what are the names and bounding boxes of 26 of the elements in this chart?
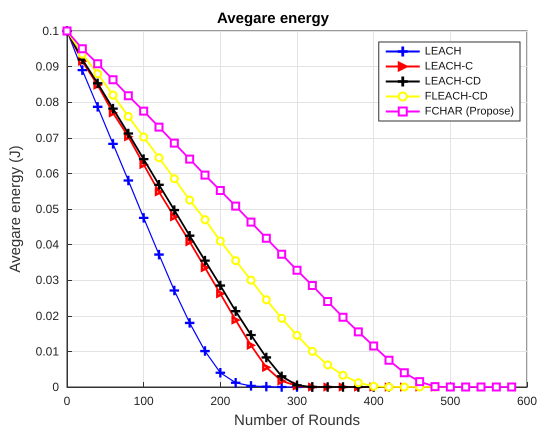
y-tick-label: 0.04 — [36, 238, 60, 252]
y-axis-title: Avegare energy (J) — [7, 145, 24, 273]
x-tick-label: 400 — [364, 394, 384, 408]
y-tick-label: 0.1 — [42, 24, 60, 38]
legend-label: FCHAR (Propose) — [424, 106, 514, 118]
legend-label: LEACH — [424, 46, 462, 58]
y-tick-label: 0.09 — [36, 60, 60, 74]
y-tick-label: 0.03 — [36, 273, 60, 288]
y-tick-label: 0.07 — [36, 130, 60, 145]
x-tick-label: 200 — [210, 394, 231, 408]
y-tick-label: 0 — [52, 380, 60, 394]
x-axis-title: Number of Rounds — [234, 412, 360, 429]
x-tick-label: 500 — [440, 394, 461, 408]
legend-label: LEACH-C — [424, 60, 474, 72]
y-tick-label: 0.05 — [36, 202, 60, 216]
x-tick-label: 300 — [286, 394, 308, 408]
y-tick-label: 0.08 — [36, 95, 60, 110]
y-tick-label: 0.06 — [36, 166, 60, 180]
x-tick-label: 0 — [64, 394, 71, 408]
x-tick-label: 600 — [516, 394, 538, 408]
legend-label: FLEACH-CD — [424, 90, 488, 102]
x-tick-label: 100 — [134, 394, 154, 408]
y-tick-label: 0.01 — [36, 344, 60, 358]
legend-label: LEACH-CD — [424, 76, 482, 88]
y-tick-label: 0.02 — [36, 308, 60, 323]
chart-title: Avegare energy — [216, 10, 330, 27]
